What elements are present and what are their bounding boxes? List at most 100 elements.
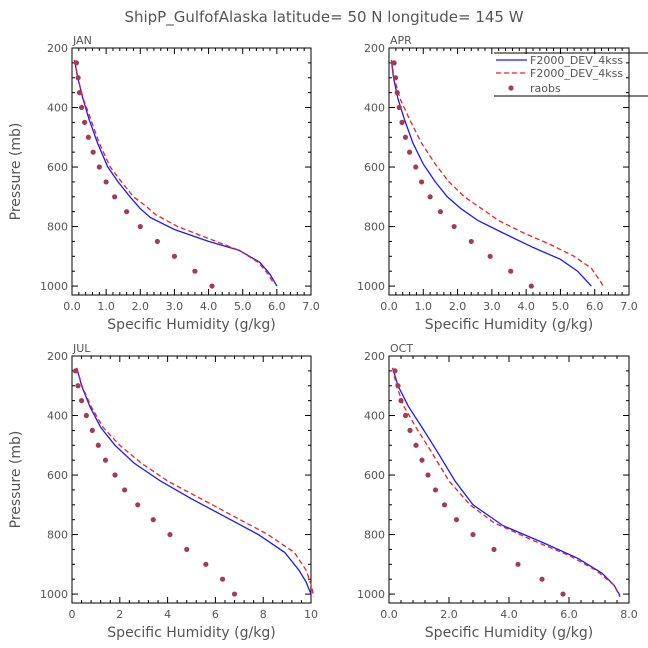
series-line-dashed [390, 59, 604, 288]
x-axis-label: Specific Humidity (g/kg) [425, 317, 593, 333]
raobs-point [413, 164, 419, 170]
raobs-point [413, 442, 419, 448]
raobs-point [418, 179, 425, 185]
raobs-point [184, 546, 190, 553]
plot-frame [71, 47, 312, 296]
x-tick-label: 5.0 [552, 300, 570, 313]
raobs-point [395, 383, 401, 389]
x-tick-label: 0.0 [63, 300, 81, 313]
raobs-point [402, 134, 409, 140]
y-tick-label: 800 [364, 529, 385, 542]
x-tick-label: 2.0 [440, 608, 458, 621]
x-tick-label: 10 [304, 608, 318, 621]
y-tick-label: 600 [47, 469, 68, 482]
series-line-solid [76, 367, 312, 595]
panel-label: OCT [390, 342, 413, 355]
legend-label: F2000_DEV_4kss [530, 67, 623, 80]
raobs-point [451, 223, 457, 230]
raobs-point [192, 268, 198, 274]
x-tick-label: 1.0 [97, 300, 115, 313]
raobs-point [425, 472, 431, 478]
panel-label: JAN [72, 34, 92, 47]
raobs-series [391, 60, 534, 289]
panel-oct: 0.0 2.0 4.0 6.0 8.0 200 400 600 800 1000 OCT Specif… [357, 342, 638, 641]
raobs-point [75, 383, 81, 389]
plot-frame [388, 47, 630, 296]
raobs-point [85, 134, 91, 140]
x-tick-label: 3.0 [483, 300, 501, 313]
x-axis-label: Specific Humidity (g/kg) [425, 625, 593, 641]
raobs-point [154, 238, 160, 245]
x-tick-label: 4.0 [200, 300, 218, 313]
panel-jan: 0.0 1.0 2.0 3.0 4.0 5.0 6.0 7.0 200 400 600 800 1000… [8, 34, 320, 333]
raobs-point [102, 457, 109, 463]
plot-frame [388, 355, 630, 604]
y-axis-label: Pressure (mb) [8, 431, 24, 529]
raobs-point [528, 283, 534, 289]
y-tick-label: 1000 [357, 280, 385, 293]
y-tick-label: 800 [364, 221, 385, 234]
raobs-point [399, 119, 405, 125]
y-tick-label: 1000 [40, 280, 68, 293]
raobs-series [72, 368, 238, 597]
y-tick-label: 600 [364, 469, 385, 482]
y-tick-label: 200 [47, 42, 68, 55]
y-tick-label: 200 [364, 42, 385, 55]
series-line-solid [391, 367, 621, 596]
legend-label: raobs [530, 82, 561, 95]
x-tick-label: 5.0 [234, 300, 252, 313]
raobs-point [441, 502, 448, 508]
x-tick-label: 0 [69, 608, 76, 621]
raobs-point [391, 60, 397, 66]
raobs-point [219, 576, 226, 582]
panels: 0.0 1.0 2.0 3.0 4.0 5.0 6.0 7.02004006008001000… [8, 34, 638, 641]
x-tick-label: 8 [260, 608, 267, 621]
raobs-point [72, 368, 79, 374]
raobs-point [78, 104, 85, 111]
x-tick-label: 4 [164, 608, 171, 621]
y-tick-label: 800 [47, 529, 68, 542]
x-tick-label: 0.0 [380, 608, 398, 621]
raobs-point [103, 179, 109, 185]
raobs-point [432, 487, 439, 493]
y-tick-label: 600 [47, 161, 68, 174]
raobs-point [90, 149, 96, 155]
raobs-point [539, 576, 545, 582]
raobs-series [73, 60, 215, 289]
raobs-point [171, 253, 178, 259]
x-tick-label: 4.0 [500, 608, 518, 621]
raobs-point [392, 75, 399, 81]
panel-jul: 0 2 4 6 8 10 200 400 600 800 1000 JUL Specific Humid… [8, 342, 318, 641]
raobs-point [150, 517, 156, 523]
raobs-point [515, 561, 521, 567]
x-tick-label: 2 [116, 608, 123, 621]
x-tick-label: 7.0 [302, 300, 320, 313]
raobs-point [508, 268, 514, 274]
raobs-point [437, 209, 444, 215]
raobs-point [203, 561, 209, 567]
x-tick-label: 6.0 [560, 608, 578, 621]
panel-label: APR [390, 34, 412, 47]
x-tick-label: 7.0 [620, 300, 638, 313]
raobs-point [112, 194, 118, 200]
raobs-point [453, 517, 460, 523]
raobs-point [78, 398, 85, 404]
x-axis-label: Specific Humidity (g/kg) [107, 625, 275, 641]
raobs-point [468, 238, 474, 245]
legend-label: F2000_DEV_4kss [530, 54, 623, 67]
y-tick-label: 600 [364, 161, 385, 174]
x-tick-label: 2.0 [449, 300, 467, 313]
raobs-point [137, 223, 143, 230]
raobs-point [396, 104, 402, 111]
y-tick-label: 200 [364, 350, 385, 363]
x-tick-label: 4.0 [517, 300, 535, 313]
panel-apr: 0.0 1.0 2.0 3.0 4.0 5.0 6.0 7.0 200 400 600 800 1000… [357, 34, 638, 333]
raobs-point [135, 502, 141, 508]
raobs-point [392, 368, 398, 374]
x-tick-label: 6.0 [586, 300, 604, 313]
x-tick-label: 1.0 [415, 300, 433, 313]
raobs-point [427, 194, 433, 200]
x-tick-label: 0.0 [380, 300, 398, 313]
x-tick-label: 8.0 [620, 608, 638, 621]
